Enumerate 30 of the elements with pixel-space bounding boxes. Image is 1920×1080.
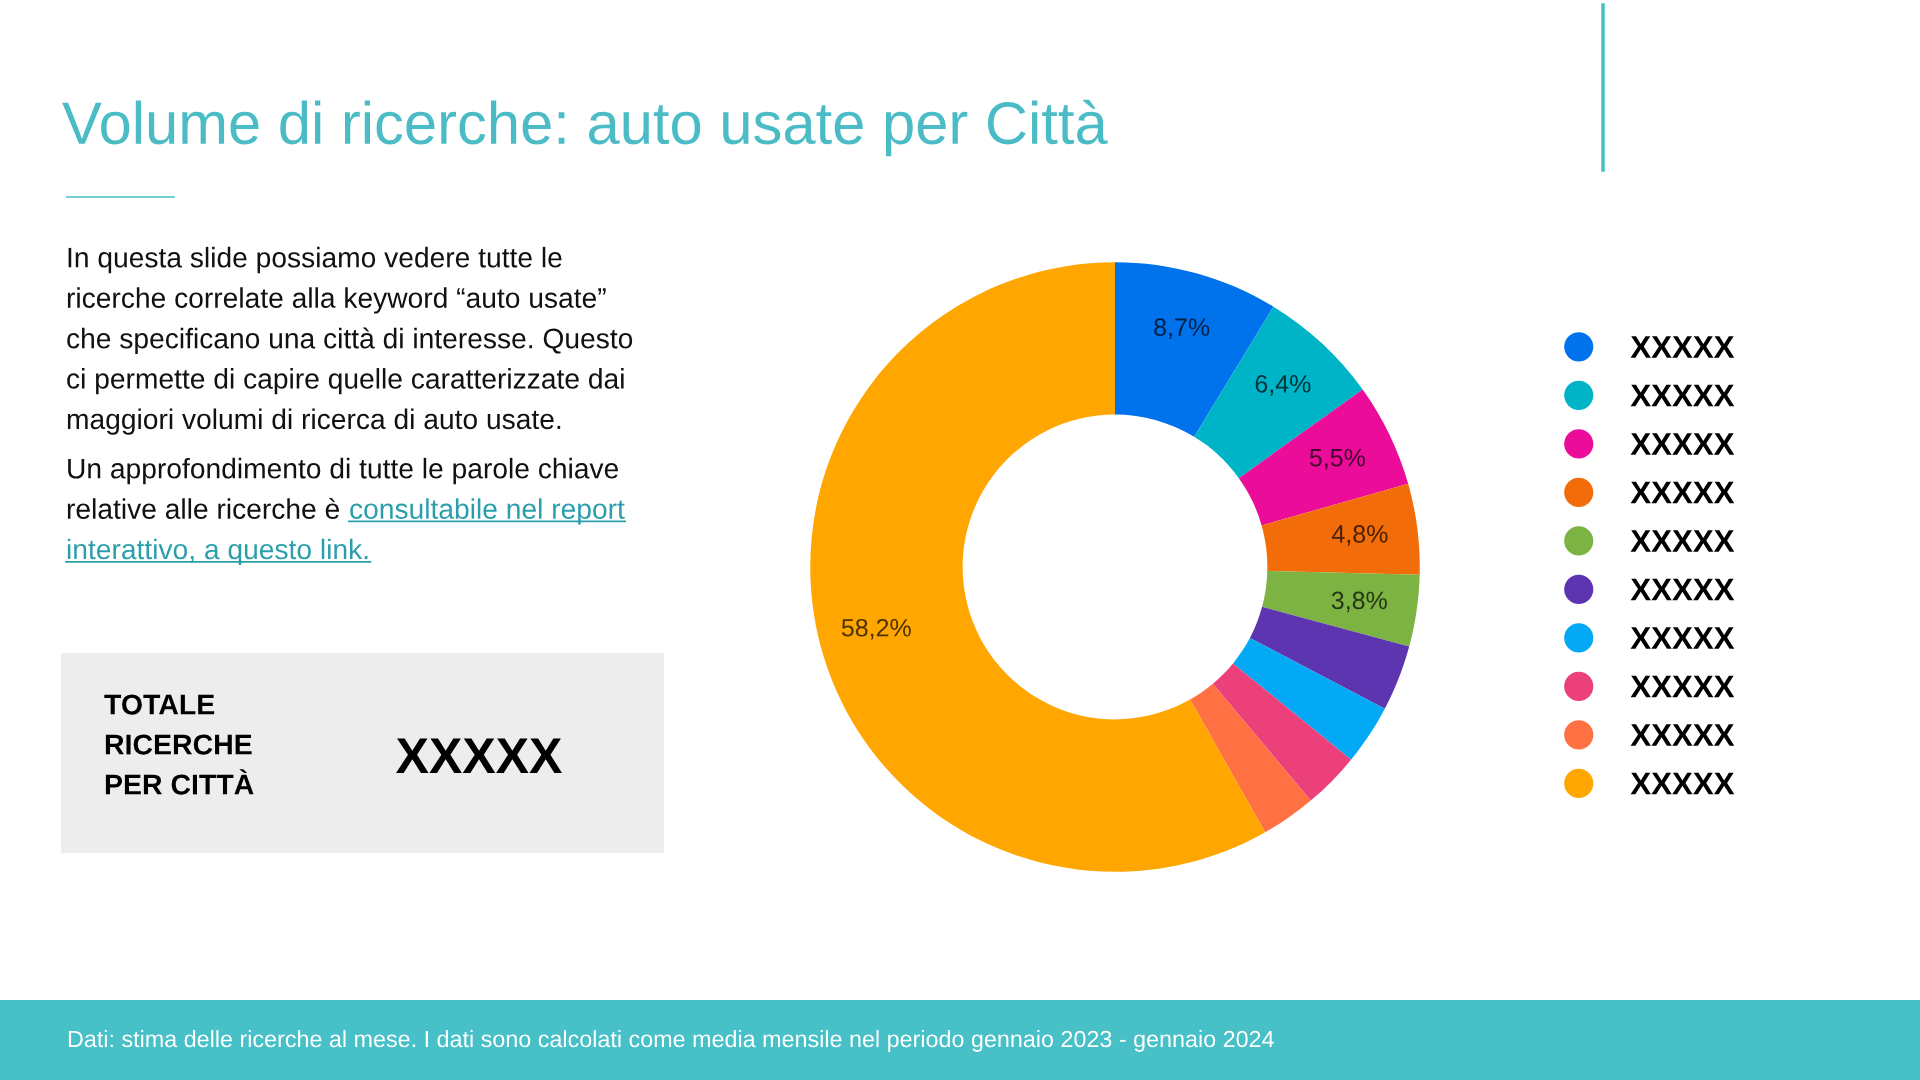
legend-label: XXXXX [1630,627,1735,649]
data-label: 8,7% [1154,318,1210,339]
legend-label: XXXXX [1630,724,1735,746]
text: Un approfondimento di tutte le parole chiave [68,457,619,485]
chart-title: Volume di ricerche: auto usate per Città [62,99,1108,157]
text: relative alle ricerche è [67,497,339,519]
text: Dati: stima delle ricerche al mese. I dati sono calcolati come media mensile nel periodo gennaio 2023 - gennaio 2024 [68,1030,1274,1052]
donut-slice [1190,683,1311,833]
data-label: 4,8% [1331,525,1388,546]
donut-slice [1262,570,1420,647]
legend-label: XXXXX [1630,530,1735,552]
data-label: 3,8% [1331,591,1387,613]
legend-label: XXXXX [1630,384,1735,407]
donut-slice [1261,483,1420,575]
legend-label: XXXXX [1630,433,1735,455]
data-label: 58,2% [841,618,911,640]
data-label: 6,4% [1255,375,1311,396]
text: interattivo, a questo link. [67,538,368,565]
legend-label: XXXXX [1630,772,1735,795]
legend-label: XXXXX [1630,481,1735,504]
legend-label: XXXXX [1630,578,1735,601]
data-label: 5,5% [1309,448,1365,470]
text: TOTALE RICERCHE PER CITTÀ [104,694,254,795]
text: consultabile nel report [350,498,625,525]
text: XXXXX [396,738,562,773]
legend-label: XXXXX [1630,675,1735,698]
text: In questa slide possiamo vedere tutte le ricerche correlate alla keyword “auto usate” che specificano una città di interesse. Questo ci permette di capire quelle caratterizzate dai maggiori volumi di ricerca di auto usate. [67,246,633,435]
donut-slice [1233,637,1385,760]
legend-label: XXXXX [1630,336,1735,358]
donut-slice [1212,663,1352,801]
